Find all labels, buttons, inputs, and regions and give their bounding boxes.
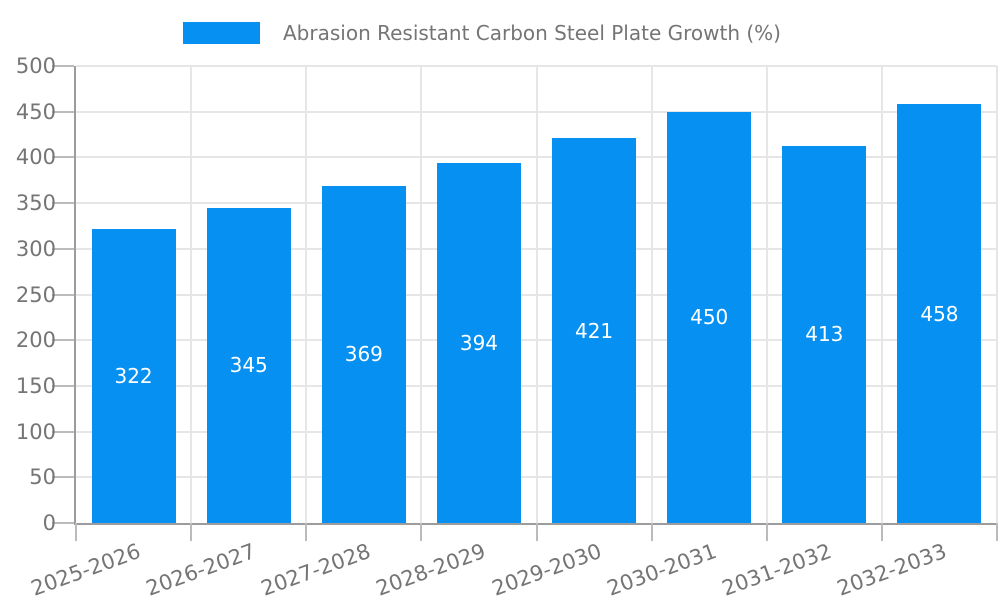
x-gridline xyxy=(305,66,308,523)
bar: 369 xyxy=(321,185,406,523)
bar-value-label: 322 xyxy=(114,363,153,388)
bar: 413 xyxy=(782,145,867,523)
x-tick xyxy=(650,523,653,541)
x-axis-label: 2030-2031 xyxy=(603,539,720,600)
x-tick xyxy=(880,523,883,541)
x-axis-label: 2031-2032 xyxy=(718,539,835,600)
y-axis-label: 100 xyxy=(15,419,56,444)
y-tick xyxy=(52,110,74,113)
bar-value-label: 369 xyxy=(344,342,383,367)
y-axis-label: 400 xyxy=(15,145,56,170)
x-gridline xyxy=(190,66,193,523)
x-gridline xyxy=(420,66,423,523)
x-axis-label: 2028-2029 xyxy=(373,539,490,600)
x-gridline xyxy=(535,66,538,523)
legend: Abrasion Resistant Carbon Steel Plate Gr… xyxy=(183,21,781,45)
legend-swatch xyxy=(183,22,260,44)
y-tick xyxy=(52,247,74,250)
bar-value-label: 413 xyxy=(805,322,844,347)
bar-value-label: 450 xyxy=(690,305,729,330)
y-tick xyxy=(52,65,74,67)
bar: 322 xyxy=(91,228,176,523)
x-tick xyxy=(765,523,768,541)
x-gridline xyxy=(996,66,998,523)
y-tick xyxy=(52,156,74,159)
bar-value-label: 421 xyxy=(574,318,614,343)
y-tick xyxy=(52,293,74,296)
bar-value-label: 394 xyxy=(459,330,499,355)
x-gridline xyxy=(880,66,883,523)
y-tick xyxy=(52,384,74,387)
x-axis-label: 2029-2030 xyxy=(488,539,605,600)
bar: 345 xyxy=(206,207,291,523)
bar: 394 xyxy=(436,162,521,523)
x-tick xyxy=(996,523,998,541)
y-axis-label: 350 xyxy=(15,191,56,216)
plot-area: 322 345 369 394 421 450 413 458 xyxy=(52,65,998,541)
y-tick xyxy=(52,202,74,205)
y-tick xyxy=(52,476,74,479)
x-tick xyxy=(305,523,308,541)
bar: 421 xyxy=(552,138,637,523)
x-tick xyxy=(75,523,77,541)
y-axis-label: 200 xyxy=(15,328,56,353)
y-axis-label: 0 xyxy=(42,511,56,535)
x-gridline xyxy=(650,66,653,523)
y-axis-label: 500 xyxy=(15,54,56,78)
x-axis-label: 2027-2028 xyxy=(258,539,375,600)
y-axis-label: 450 xyxy=(15,99,56,124)
x-axis-label: 2025-2026 xyxy=(27,539,144,600)
bar-value-label: 345 xyxy=(229,353,268,378)
bar: 458 xyxy=(897,104,982,523)
bar-value-label: 458 xyxy=(920,301,959,326)
x-gridline xyxy=(765,66,768,523)
x-axis-label: 2026-2027 xyxy=(143,539,259,600)
y-axis-label: 50 xyxy=(29,465,56,490)
y-axis-label: 150 xyxy=(15,373,56,398)
y-tick xyxy=(52,430,74,433)
x-tick xyxy=(535,523,538,541)
y-axis-label: 250 xyxy=(15,282,56,307)
bar: 450 xyxy=(667,111,752,523)
x-axis-label: 2032-2033 xyxy=(833,539,950,600)
x-tick xyxy=(420,523,423,541)
y-tick xyxy=(52,522,74,524)
x-tick xyxy=(190,523,193,541)
legend-label: Abrasion Resistant Carbon Steel Plate Gr… xyxy=(283,21,781,45)
y-tick xyxy=(52,339,74,342)
y-axis-label: 300 xyxy=(15,236,56,261)
